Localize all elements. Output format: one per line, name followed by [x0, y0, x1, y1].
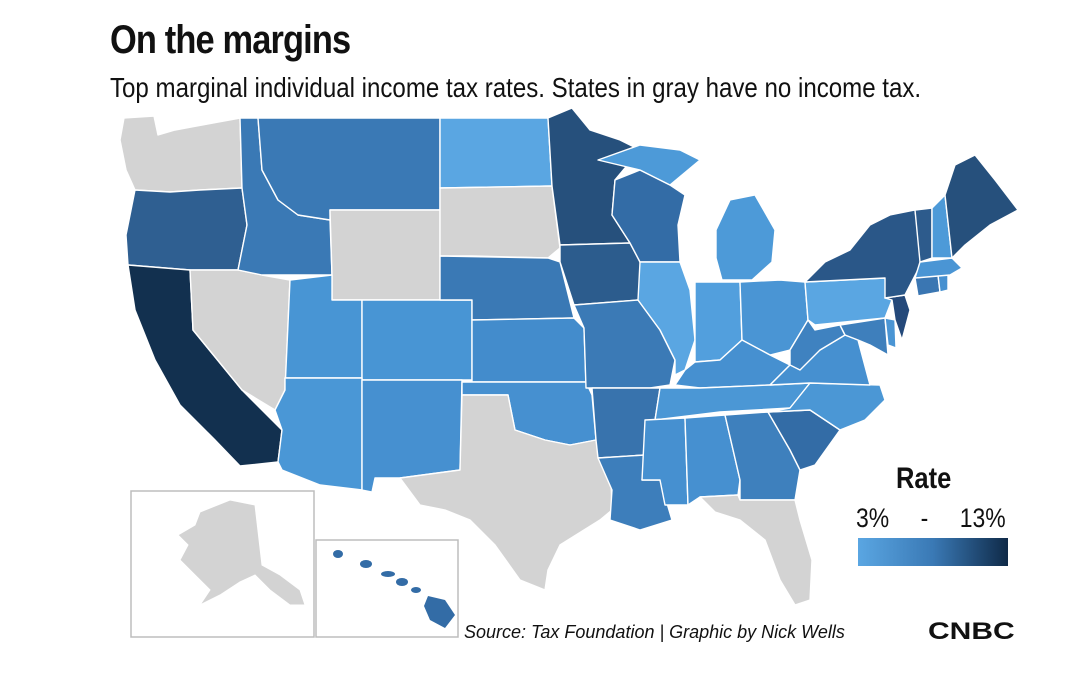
- state-florida: [699, 494, 813, 606]
- legend-title: Rate: [896, 462, 952, 495]
- state-rhode-island: [937, 273, 949, 293]
- state-washington: [119, 115, 243, 193]
- map-title: On the margins: [110, 18, 351, 62]
- state-montana: [257, 117, 441, 221]
- state-colorado: [361, 299, 473, 381]
- legend-min-label: 3%: [856, 503, 890, 533]
- legend-color-bar: [858, 538, 1008, 566]
- state-texas: [399, 394, 613, 591]
- state-illinois: [637, 261, 696, 376]
- map-subtitle: Top marginal individual income tax rates…: [110, 72, 922, 103]
- state-pennsylvania: [804, 277, 893, 326]
- state-kansas: [471, 317, 587, 383]
- cnbc-logo: CNBC: [928, 618, 1015, 645]
- legend-max-label: 13%: [959, 503, 1006, 533]
- legend-separator: -: [920, 503, 929, 533]
- state-alaska: [177, 499, 306, 607]
- source-credit: Source: Tax Foundation | Graphic by Nick…: [464, 622, 845, 642]
- state-hawaii: [333, 550, 455, 628]
- state-south-dakota: [439, 185, 561, 259]
- hawaii-inset-frame: [315, 539, 459, 638]
- state-michigan: [597, 144, 776, 281]
- state-maine: [944, 154, 1019, 259]
- state-wyoming: [329, 209, 441, 301]
- state-arizona: [274, 377, 363, 491]
- alaska-inset-frame: [130, 490, 315, 638]
- legend-range: 3% - 13%: [856, 503, 1006, 534]
- state-north-dakota: [439, 117, 553, 189]
- state-kentucky: [674, 339, 791, 389]
- state-oregon: [125, 187, 248, 271]
- state-delaware: [884, 317, 897, 349]
